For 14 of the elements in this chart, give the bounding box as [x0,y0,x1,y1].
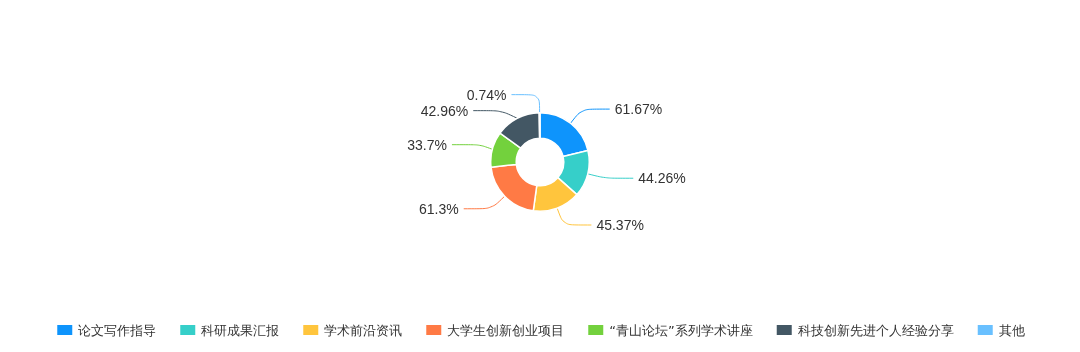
data-label: 42.96% [420,102,469,119]
data-label: 0.74% [466,86,507,103]
legend-label: 科技创新先进个人经验分享 [797,322,954,338]
data-label: 33.7% [407,136,447,153]
data-label: 44.26% [638,170,686,187]
legend-label: 大学生创新创业项目 [447,322,565,338]
legend-label: 学术前沿资讯 [324,322,403,338]
data-label: 61.67% [614,101,663,118]
legend-label: “青山论坛”系列学术讲座 [609,322,753,338]
data-label: 61.3% [419,200,459,217]
legend-label: 论文写作指导 [78,322,157,338]
data-label: 45.37% [596,217,644,233]
legend-label: 科研成果汇报 [201,322,280,338]
legend-label: 其他 [998,322,1025,338]
